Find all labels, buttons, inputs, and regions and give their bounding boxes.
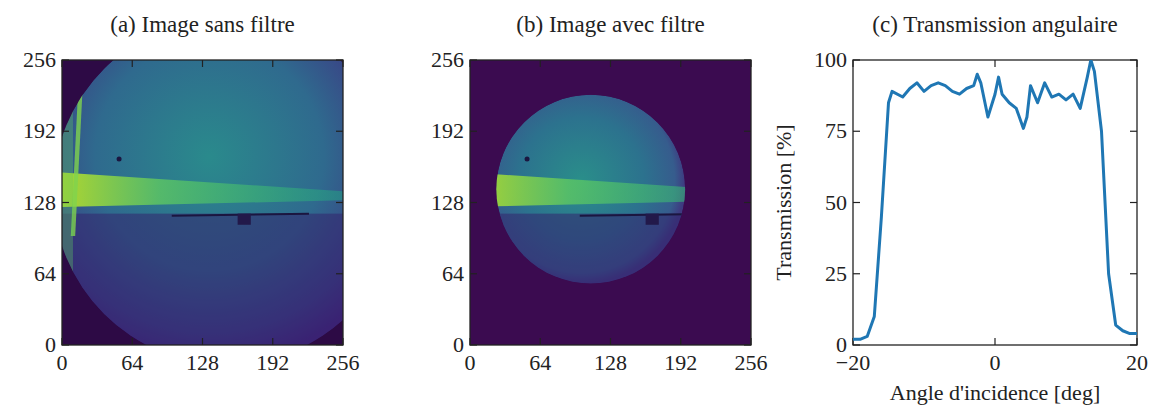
- camera-image: [470, 60, 751, 345]
- panel-title: (b) Image avec filtre: [516, 12, 704, 37]
- disc: [62, 60, 343, 345]
- y-tick-label: 192: [431, 118, 464, 143]
- y-tick-right: [1130, 273, 1137, 274]
- x-tick-label: 256: [327, 350, 360, 375]
- camera-image: [62, 60, 343, 345]
- x-tick-top: [540, 60, 541, 67]
- x-tick-label: 64: [529, 350, 551, 375]
- bright-band: [62, 172, 343, 207]
- y-tick-right: [336, 202, 343, 203]
- plot-area: [853, 60, 1137, 339]
- x-tick: [272, 338, 273, 345]
- y-tick: [853, 131, 860, 132]
- frame: [62, 60, 343, 345]
- y-tick-label: 64: [442, 261, 464, 286]
- x-tick: [610, 338, 611, 345]
- y-tick-right: [336, 131, 343, 132]
- floor: [62, 214, 343, 345]
- x-tick-top: [272, 60, 273, 67]
- x-tick-label: 64: [121, 350, 143, 375]
- spot: [525, 157, 530, 162]
- y-tick-right: [1130, 131, 1137, 132]
- y-tick: [62, 202, 69, 203]
- y-tick-label: 128: [23, 190, 56, 215]
- y-tick-label: 0: [836, 332, 847, 357]
- y-tick-label: 100: [814, 47, 847, 72]
- y-tick-right: [336, 273, 343, 274]
- x-tick: [540, 338, 541, 345]
- x-tick-label: 0: [990, 350, 1001, 375]
- y-tick-label: 256: [431, 47, 464, 72]
- y-tick: [470, 273, 477, 274]
- bright-band: [470, 172, 751, 207]
- x-tick-label: 20: [1126, 350, 1148, 375]
- x-tick-label: 192: [256, 350, 289, 375]
- y-tick-right: [744, 273, 751, 274]
- disc-fill: [62, 60, 343, 345]
- x-tick-top: [680, 60, 681, 67]
- axes: (b) Image avec filtre 0 64 128 192 256 0 64 128 1…: [431, 12, 768, 375]
- y-tick: [62, 273, 69, 274]
- y-tick-label: 128: [431, 190, 464, 215]
- x-tick-label: 128: [594, 350, 627, 375]
- spot: [117, 157, 122, 162]
- y-tick: [853, 202, 860, 203]
- y-tick: [470, 131, 477, 132]
- y-axis-title: Transmission [%]: [771, 124, 796, 280]
- transmission-line: [853, 60, 1137, 339]
- y-tick: [62, 131, 69, 132]
- y-tick-label: 0: [45, 332, 56, 357]
- y-tick-label: 64: [34, 261, 56, 286]
- object: [646, 214, 659, 225]
- y-tick-right: [1130, 202, 1137, 203]
- y-tick-label: 25: [825, 261, 847, 286]
- panel-title: (c) Transmission angulaire: [872, 12, 1117, 37]
- x-tick-top: [132, 60, 133, 67]
- figure: (a) Image sans filtre 0 64 128 192 256 0 64 128 1…: [0, 0, 1167, 412]
- frame: [853, 60, 1137, 345]
- y-tick-label: 192: [23, 118, 56, 143]
- y-tick-label: 256: [23, 47, 56, 72]
- y-tick-label: 75: [825, 118, 847, 143]
- x-tick: [132, 338, 133, 345]
- x-tick-label: 0: [465, 350, 476, 375]
- x-tick-top: [994, 60, 995, 67]
- panel-title: (a) Image sans filtre: [110, 12, 295, 37]
- y-tick-right: [744, 202, 751, 203]
- x-tick-top: [610, 60, 611, 67]
- y-tick-label: 0: [453, 332, 464, 357]
- floor: [470, 214, 751, 345]
- y-tick: [853, 273, 860, 274]
- y-tick-label: 50: [825, 190, 847, 215]
- object: [238, 214, 251, 225]
- x-tick-label: 0: [57, 350, 68, 375]
- x-tick-label: 192: [664, 350, 697, 375]
- x-axis-title: Angle d'incidence [deg]: [890, 380, 1100, 405]
- disc: [470, 95, 751, 345]
- axes: (c) Transmission angulaire−2002002550751…: [814, 12, 1148, 375]
- y-tick: [470, 202, 477, 203]
- x-tick-top: [202, 60, 203, 67]
- background: [470, 60, 751, 345]
- x-tick-label: 128: [186, 350, 219, 375]
- x-tick: [680, 338, 681, 345]
- x-tick: [202, 338, 203, 345]
- frame: [470, 60, 751, 345]
- x-tick-label: 256: [735, 350, 768, 375]
- y-tick-right: [744, 131, 751, 132]
- x-tick: [994, 338, 995, 345]
- axes: (a) Image sans filtre 0 64 128 192 256 0 64 128 1…: [23, 12, 360, 375]
- bright-edge: [62, 60, 73, 345]
